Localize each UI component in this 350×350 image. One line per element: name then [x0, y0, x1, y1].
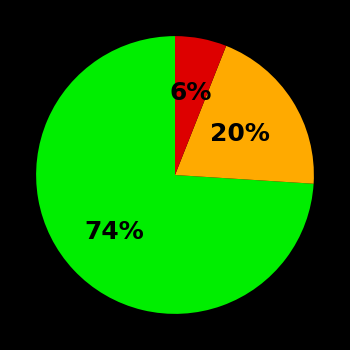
Text: 74%: 74% [84, 220, 144, 244]
Wedge shape [36, 36, 314, 314]
Wedge shape [175, 46, 314, 184]
Wedge shape [175, 36, 226, 175]
Text: 6%: 6% [169, 81, 212, 105]
Text: 20%: 20% [210, 122, 270, 146]
